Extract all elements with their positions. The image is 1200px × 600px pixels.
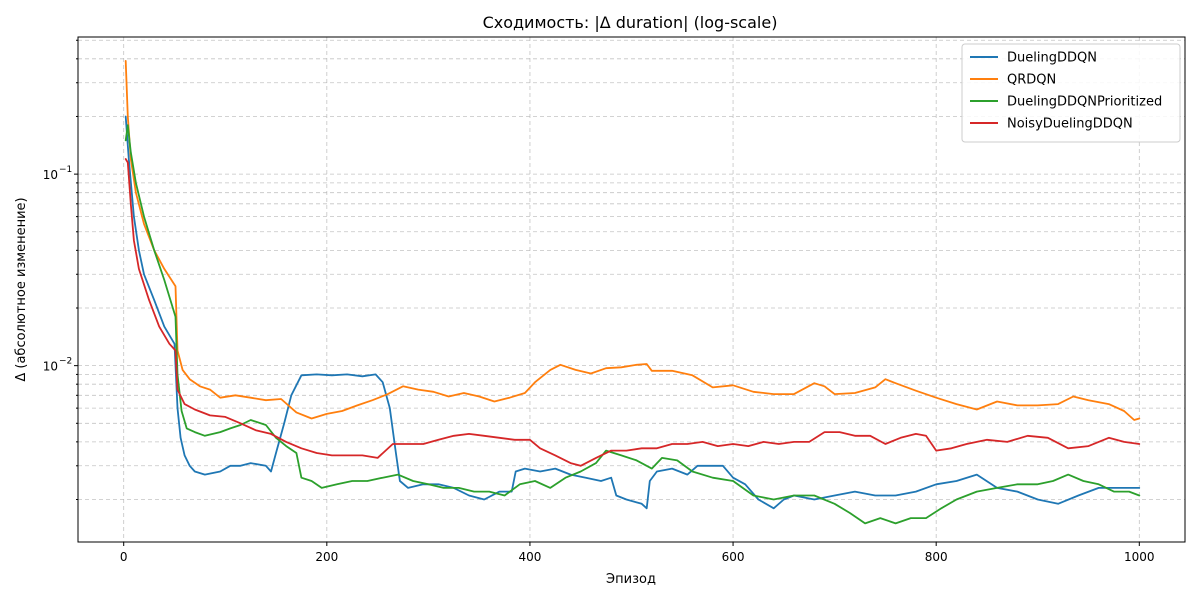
series-line-duelingddqnprioritized [124, 124, 1141, 525]
legend-label: DuelingDDQNPrioritized [1007, 95, 1162, 110]
x-tick-label: 1000 [1124, 550, 1155, 564]
legend-label: NoisyDuelingDDQN [1007, 117, 1133, 132]
chart-title: Сходимость: |Δ duration| (log-scale) [483, 13, 778, 32]
legend-label: QRDQN [1007, 73, 1056, 88]
y-tick-label: 10 [43, 360, 58, 374]
x-tick-label: 600 [722, 550, 745, 564]
y-tick-label: 10 [43, 168, 58, 182]
y-tick-exponent: −2 [59, 357, 72, 367]
y-tick-exponent: −1 [59, 165, 72, 175]
series-line-qrdqn [124, 60, 1141, 421]
plot-frame [77, 36, 1186, 543]
x-tick-label: 800 [925, 550, 948, 564]
y-axis-label: Δ (абсолютное изменение) [14, 197, 29, 381]
x-axis-label: Эпизод [606, 572, 656, 587]
series-lines [124, 60, 1141, 525]
x-tick-label: 0 [120, 550, 128, 564]
legend-label: DuelingDDQN [1007, 51, 1097, 66]
series-line-duelingddqn [124, 115, 1141, 510]
x-tick-label: 200 [315, 550, 338, 564]
legend: DuelingDDQN QRDQN DuelingDDQNPrioritized No… [961, 43, 1181, 143]
x-tick-label: 400 [518, 550, 541, 564]
legend-box [961, 43, 1181, 143]
series-line-noisyduelingddqn [124, 158, 1141, 467]
